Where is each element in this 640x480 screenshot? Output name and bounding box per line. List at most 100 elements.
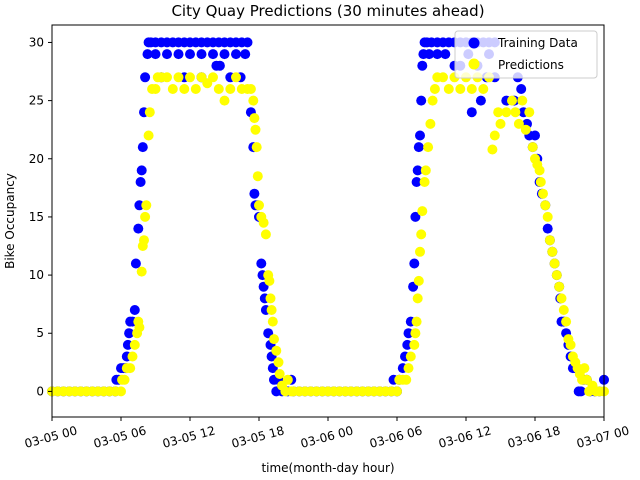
prediction-point-30 bbox=[150, 84, 161, 94]
prediction-point-122 bbox=[495, 118, 506, 129]
training-point-50 bbox=[242, 37, 253, 48]
x-axis-ticks: 03-05 00 03-05 06 03-05 12 03-05 18 03-06 00… bbox=[23, 417, 631, 451]
prediction-point-135 bbox=[538, 188, 548, 199]
prediction-point-50 bbox=[249, 113, 260, 124]
training-point-138 bbox=[424, 49, 435, 60]
x-tick-label-5: 03-06 06 bbox=[368, 423, 424, 450]
training-point-22 bbox=[129, 305, 140, 315]
prediction-point-140 bbox=[549, 258, 560, 269]
prediction-point-63 bbox=[269, 334, 279, 345]
prediction-point-65 bbox=[273, 357, 284, 368]
training-point-24 bbox=[133, 223, 144, 234]
prediction-point-117 bbox=[478, 84, 489, 94]
training-point-26 bbox=[135, 177, 146, 187]
training-point-59 bbox=[240, 49, 251, 60]
prediction-point-105 bbox=[423, 142, 434, 153]
prediction-point-136 bbox=[540, 200, 551, 211]
prediction-point-28 bbox=[144, 107, 155, 118]
prediction-point-126 bbox=[513, 118, 524, 129]
training-point-117 bbox=[411, 177, 422, 187]
training-point-118 bbox=[412, 165, 423, 176]
prediction-point-26 bbox=[141, 200, 152, 211]
prediction-point-139 bbox=[547, 246, 558, 257]
prediction-point-16 bbox=[125, 363, 136, 374]
training-point-52 bbox=[162, 49, 172, 60]
prediction-point-99 bbox=[413, 275, 424, 286]
prediction-point-66 bbox=[274, 369, 285, 379]
prediction-point-38 bbox=[190, 84, 201, 94]
prediction-point-17 bbox=[127, 351, 138, 362]
training-point-73 bbox=[256, 258, 267, 269]
prediction-point-22 bbox=[136, 266, 147, 277]
training-point-116 bbox=[410, 211, 421, 222]
prediction-point-120 bbox=[489, 130, 500, 141]
prediction-point-24 bbox=[139, 235, 149, 246]
prediction-point-27 bbox=[143, 130, 154, 141]
training-point-140 bbox=[440, 49, 451, 60]
training-point-54 bbox=[185, 49, 195, 60]
prediction-point-124 bbox=[507, 95, 517, 106]
training-point-158 bbox=[530, 130, 540, 141]
prediction-point-110 bbox=[438, 72, 448, 83]
legend-marker-training-data bbox=[468, 37, 480, 49]
prediction-point-12 bbox=[116, 386, 126, 397]
prediction-point-44 bbox=[225, 84, 236, 94]
training-point-19 bbox=[124, 328, 135, 339]
training-point-28 bbox=[137, 142, 148, 153]
prediction-point-123 bbox=[501, 107, 512, 118]
training-point-122 bbox=[417, 60, 428, 71]
prediction-point-36 bbox=[179, 84, 190, 94]
prediction-point-144 bbox=[558, 305, 569, 315]
prediction-point-108 bbox=[429, 84, 440, 94]
prediction-point-14 bbox=[119, 374, 130, 385]
prediction-point-33 bbox=[162, 72, 172, 83]
prediction-point-52 bbox=[251, 142, 262, 153]
training-point-119 bbox=[413, 142, 424, 153]
prediction-point-103 bbox=[419, 177, 430, 187]
training-point-64 bbox=[214, 60, 225, 71]
y-tick-label-2: 10 bbox=[29, 268, 44, 282]
y-tick-label-1: 5 bbox=[36, 326, 44, 340]
prediction-point-96 bbox=[410, 328, 421, 339]
prediction-point-35 bbox=[173, 72, 184, 83]
training-point-55 bbox=[196, 49, 207, 60]
legend-frame bbox=[454, 30, 598, 79]
legend: Training Data Predictions bbox=[454, 30, 598, 79]
prediction-point-153 bbox=[579, 363, 590, 374]
prediction-point-125 bbox=[510, 107, 521, 118]
prediction-point-129 bbox=[524, 107, 535, 118]
x-axis-label: time(month-day hour) bbox=[261, 461, 394, 475]
training-point-120 bbox=[415, 130, 425, 141]
prediction-point-107 bbox=[427, 95, 438, 106]
prediction-point-37 bbox=[185, 72, 195, 83]
training-point-56 bbox=[208, 49, 218, 60]
prediction-point-133 bbox=[534, 165, 545, 176]
prediction-point-127 bbox=[517, 95, 528, 106]
prediction-point-95 bbox=[409, 339, 420, 350]
prediction-point-134 bbox=[535, 177, 546, 187]
prediction-point-106 bbox=[425, 118, 436, 129]
prediction-point-69 bbox=[282, 374, 293, 385]
prediction-point-62 bbox=[267, 316, 278, 327]
prediction-point-104 bbox=[420, 165, 431, 176]
prediction-point-54 bbox=[254, 200, 264, 211]
legend-label-predictions: Predictions bbox=[498, 58, 564, 72]
training-point-115 bbox=[409, 258, 420, 269]
prediction-point-51 bbox=[250, 124, 261, 135]
prediction-point-119 bbox=[487, 144, 498, 155]
prediction-point-130 bbox=[527, 142, 538, 153]
training-point-146 bbox=[466, 107, 477, 118]
y-axis-label: Bike Occupancy bbox=[3, 173, 17, 269]
training-point-121 bbox=[416, 95, 427, 106]
prediction-point-143 bbox=[556, 293, 567, 304]
chart-title: City Quay Predictions (30 minutes ahead) bbox=[171, 2, 484, 20]
prediction-point-100 bbox=[415, 246, 425, 257]
x-tick-label-3: 03-05 18 bbox=[230, 423, 286, 450]
x-tick-label-1: 03-05 06 bbox=[92, 423, 148, 450]
prediction-point-115 bbox=[466, 84, 477, 94]
prediction-point-41 bbox=[208, 72, 218, 83]
x-tick-label-2: 03-05 12 bbox=[161, 423, 217, 450]
legend-marker-predictions bbox=[468, 58, 480, 70]
training-point-25 bbox=[134, 200, 145, 211]
prediction-point-147 bbox=[565, 339, 576, 350]
